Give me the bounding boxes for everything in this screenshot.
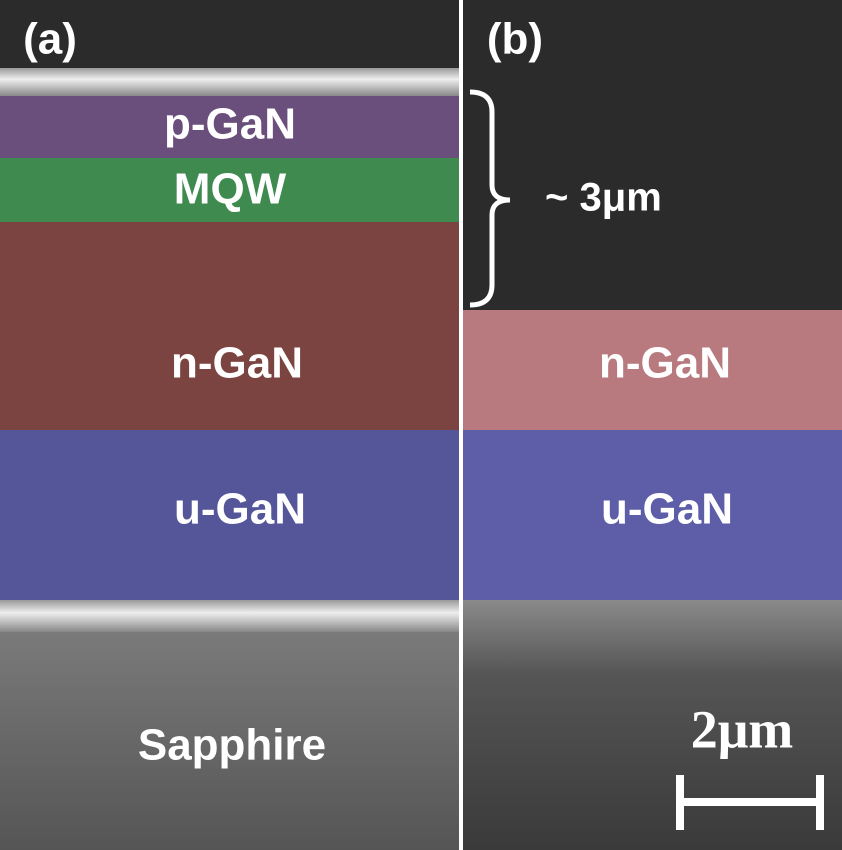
layer-label: p-GaN <box>164 100 296 149</box>
sem-figure: (a) p-GaN MQW n-GaN u-GaN Sapphire (b) n… <box>0 0 842 850</box>
interface <box>0 600 459 632</box>
n-gan-layer <box>0 222 459 430</box>
surface <box>0 68 459 96</box>
layer-label: n-GaN <box>171 339 303 388</box>
layer-label: u-GaN <box>174 485 306 534</box>
thickness-annotation: ~ 3μm <box>545 176 662 220</box>
layer-label: MQW <box>174 165 287 214</box>
layer-label: n-GaN <box>599 339 731 388</box>
scale-bar-label: 2μm <box>691 699 794 759</box>
divider <box>459 0 463 850</box>
panel-label: (b) <box>487 15 543 64</box>
panel-label: (a) <box>23 15 77 64</box>
panel-a: (a) p-GaN MQW n-GaN u-GaN Sapphire <box>0 0 459 850</box>
panel-b: (b) n-GaN u-GaN ~ 3μm 2μm <box>463 0 842 850</box>
layer-label: Sapphire <box>138 721 326 770</box>
layer-label: u-GaN <box>601 485 733 534</box>
